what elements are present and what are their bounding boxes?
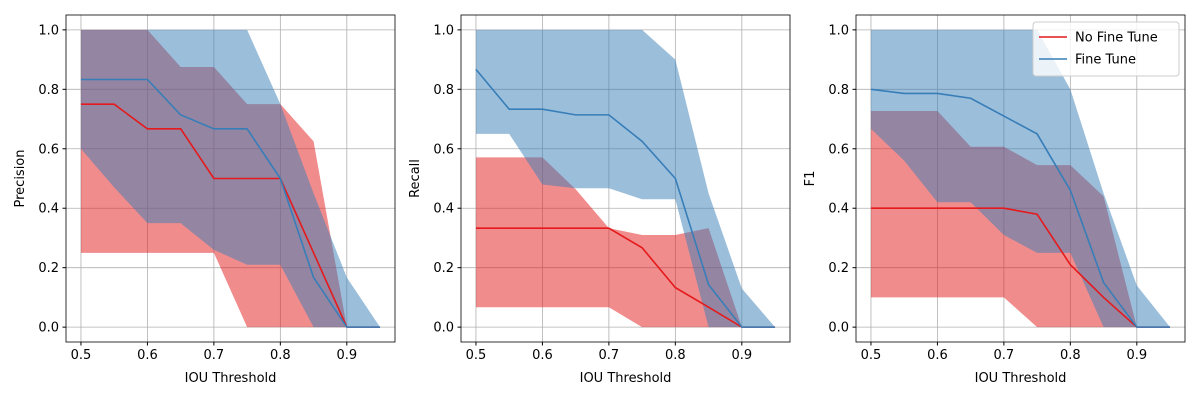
y-tick-label: 0.2 (433, 261, 454, 276)
y-tick-label: 0.4 (38, 202, 59, 217)
x-tick-label: 0.7 (599, 348, 620, 363)
x-tick-label: 0.9 (336, 348, 357, 363)
legend-box (1032, 21, 1180, 77)
subplot: 0.0 0.2 0.4 0.6 0.8 1.0 0.5 0.6 0.7 0.8 0.9 IOU Thr… (13, 14, 396, 386)
subplot: 0.0 0.2 0.4 0.6 0.8 1.0 0.5 0.6 0.7 0.8 0.9 IOU Thr… (803, 14, 1186, 386)
axes-frame (855, 14, 1186, 343)
y-tick-label: 0.4 (828, 202, 849, 217)
axes-frame (65, 14, 396, 343)
y-tick-label: 1.0 (38, 23, 59, 38)
y-axis-label: F1 (803, 171, 818, 187)
x-tick-label: 0.5 (71, 348, 92, 363)
y-axis-label: Precision (13, 149, 28, 207)
y-tick-label: 0.0 (38, 321, 59, 336)
x-tick-label: 0.9 (1126, 348, 1147, 363)
y-tick-label: 0.6 (38, 142, 59, 157)
y-tick-label: 0.0 (828, 321, 849, 336)
x-tick-label: 0.6 (137, 348, 158, 363)
x-tick-label: 0.8 (1060, 348, 1081, 363)
y-tick-label: 0.8 (828, 83, 849, 98)
y-tick-label: 0.8 (38, 83, 59, 98)
band (475, 29, 776, 328)
line (80, 103, 381, 328)
x-tick-label: 0.8 (665, 348, 686, 363)
y-tick-label: 0.6 (828, 142, 849, 157)
y-tick-label: 1.0 (828, 23, 849, 38)
y-tick-label: 0.0 (433, 321, 454, 336)
x-tick-label: 0.7 (204, 348, 225, 363)
x-tick-label: 0.6 (927, 348, 948, 363)
legend-label: No Fine Tune (1075, 31, 1158, 46)
x-axis-label: IOU Threshold (185, 371, 277, 386)
band (870, 29, 1171, 328)
x-tick-label: 0.9 (731, 348, 752, 363)
y-tick-label: 0.6 (433, 142, 454, 157)
subplot: 0.0 0.2 0.4 0.6 0.8 1.0 0.5 0.6 0.7 0.8 0.9 IOU Thr… (408, 14, 791, 386)
line (870, 88, 1171, 328)
line (475, 68, 776, 328)
x-tick-label: 0.7 (994, 348, 1015, 363)
y-tick-label: 1.0 (433, 23, 454, 38)
x-tick-label: 0.5 (466, 348, 487, 363)
y-axis-label: Recall (408, 159, 423, 198)
y-tick-label: 0.2 (38, 261, 59, 276)
line (80, 78, 381, 328)
x-tick-label: 0.6 (532, 348, 553, 363)
x-tick-label: 0.8 (270, 348, 291, 363)
y-tick-label: 0.8 (433, 83, 454, 98)
axes-frame (460, 14, 791, 343)
x-axis-label: IOU Threshold (975, 371, 1067, 386)
y-tick-label: 0.2 (828, 261, 849, 276)
line (870, 207, 1171, 328)
y-tick-label: 0.4 (433, 202, 454, 217)
line (475, 227, 776, 328)
x-tick-label: 0.5 (861, 348, 882, 363)
x-axis-label: IOU Threshold (580, 371, 672, 386)
legend-label: Fine Tune (1075, 53, 1136, 68)
